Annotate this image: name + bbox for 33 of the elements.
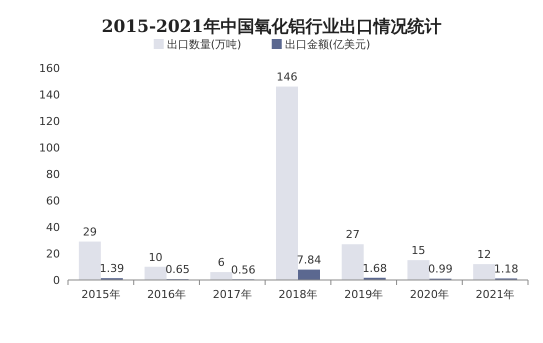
y-tick-label: 0 bbox=[53, 274, 60, 287]
data-label: 0.56 bbox=[231, 263, 256, 276]
legend-label: 出口数量(万吨) bbox=[166, 38, 242, 51]
y-tick-label: 120 bbox=[39, 115, 60, 128]
x-tick-label: 2021年 bbox=[476, 288, 515, 301]
data-label: 0.99 bbox=[428, 262, 453, 276]
y-tick-label: 100 bbox=[39, 142, 60, 154]
y-tick-label: 160 bbox=[39, 62, 60, 75]
y-tick-label: 40 bbox=[46, 221, 60, 234]
x-tick-label: 2020年 bbox=[410, 288, 449, 301]
data-label: 1.68 bbox=[362, 262, 387, 275]
data-label: 29 bbox=[82, 226, 97, 239]
data-label: 27 bbox=[346, 228, 360, 242]
data-label: 7.84 bbox=[296, 254, 322, 267]
y-tick-label: 80 bbox=[46, 168, 60, 181]
legend-label: 出口金额(亿美元) bbox=[284, 38, 370, 51]
data-label: 146 bbox=[276, 70, 298, 84]
x-tick-label: 2015年 bbox=[81, 288, 120, 301]
y-tick-label: 60 bbox=[46, 194, 60, 208]
data-label: 10 bbox=[148, 250, 163, 264]
chart-title: 2015-2021年中国氧化铝行业出口情况统计 bbox=[102, 17, 442, 37]
data-label: 1.39 bbox=[100, 262, 124, 276]
x-tick-label: 2018年 bbox=[278, 288, 318, 301]
y-tick-label: 20 bbox=[46, 248, 60, 260]
data-label: 0.65 bbox=[165, 263, 190, 276]
x-tick-label: 2019年 bbox=[344, 288, 384, 301]
data-label: 6 bbox=[218, 256, 225, 270]
x-tick-label: 2016年 bbox=[147, 288, 186, 301]
data-label: 1.18 bbox=[494, 262, 518, 276]
data-label: 15 bbox=[411, 244, 426, 258]
x-tick-label: 2017年 bbox=[212, 288, 252, 301]
y-tick-label: 140 bbox=[39, 88, 60, 102]
data-label: 12 bbox=[477, 248, 492, 262]
